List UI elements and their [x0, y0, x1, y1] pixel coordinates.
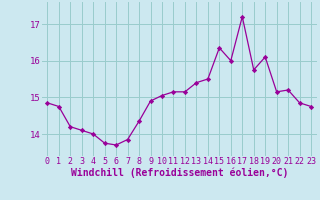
X-axis label: Windchill (Refroidissement éolien,°C): Windchill (Refroidissement éolien,°C) [70, 168, 288, 178]
